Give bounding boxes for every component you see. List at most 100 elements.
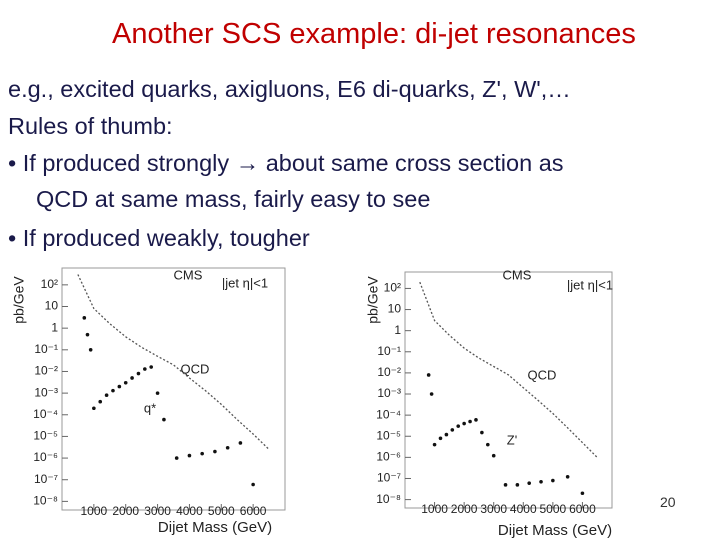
y-tick-label: 10⁻⁴ — [376, 407, 401, 421]
data-point — [104, 393, 109, 398]
y-tick-label: 10 — [45, 299, 59, 313]
data-point — [88, 348, 93, 352]
data-point — [486, 442, 490, 447]
data-point — [187, 453, 192, 458]
bullet: • If produced strongly → about same cros… — [8, 150, 564, 176]
data-point — [438, 436, 443, 441]
series-label: QCD — [181, 361, 210, 376]
data-point — [426, 373, 431, 377]
data-point — [474, 418, 478, 422]
y-tick-label: 10 — [388, 302, 402, 316]
y-tick-label: 1 — [394, 323, 401, 337]
data-point — [155, 391, 160, 395]
x-tick-label: 1000 — [421, 502, 448, 516]
y-tick-label: 10⁻⁷ — [377, 471, 401, 485]
data-point — [98, 399, 103, 404]
series-label: q* — [144, 400, 156, 415]
y-tick-label: 10⁻⁸ — [33, 494, 58, 508]
x-tick-label: 6000 — [240, 504, 267, 518]
data-point — [462, 421, 466, 426]
data-point — [551, 478, 555, 483]
data-point — [503, 483, 508, 487]
x-tick-label: 4000 — [176, 504, 203, 518]
data-point — [143, 367, 147, 371]
data-point — [136, 371, 141, 376]
data-point — [539, 479, 543, 484]
annotation: CMS — [503, 267, 532, 282]
annotation: |jet η|<1 — [567, 277, 613, 292]
curve — [419, 281, 598, 458]
data-point — [456, 424, 461, 428]
annotation: |jet η|<1 — [222, 275, 268, 290]
x-tick-label: 6000 — [569, 502, 596, 516]
x-tick-label: 3000 — [480, 502, 507, 516]
data-point — [225, 445, 230, 450]
y-tick-label: 10⁻³ — [34, 385, 58, 399]
data-point — [491, 453, 496, 458]
data-point — [85, 332, 90, 337]
x-tick-label: 4000 — [510, 502, 537, 516]
y-tick-label: 10⁻² — [34, 364, 58, 378]
data-point — [468, 419, 472, 424]
data-point — [444, 432, 449, 437]
y-tick-label: 10⁻² — [377, 365, 401, 379]
y-axis-label: pb/GeV — [11, 276, 27, 324]
x-tick-label: 3000 — [144, 504, 171, 518]
page-number: 20 — [660, 494, 676, 510]
data-point — [429, 392, 434, 396]
data-point — [238, 441, 243, 445]
body-line: QCD at same mass, fairly easy to see — [36, 186, 431, 212]
y-tick-label: 10⁻⁴ — [33, 407, 58, 421]
data-point — [515, 483, 520, 487]
y-tick-label: 10⁻⁵ — [33, 429, 58, 443]
data-point — [174, 456, 179, 460]
y-tick-label: 10⁻⁶ — [376, 450, 401, 464]
bullet: • If produced weakly, tougher — [8, 225, 310, 251]
y-tick-label: 10⁻⁸ — [376, 492, 401, 506]
data-point — [527, 481, 531, 485]
data-point — [111, 388, 115, 393]
x-axis-label: Dijet Mass (GeV) — [158, 519, 272, 536]
data-point — [123, 380, 128, 385]
data-point — [432, 442, 437, 447]
slide-title: Another SCS example: di-jet resonances — [112, 18, 636, 50]
y-tick-label: 10² — [41, 277, 58, 291]
x-axis-label: Dijet Mass (GeV) — [498, 522, 612, 539]
x-tick-label: 2000 — [112, 504, 139, 518]
data-point — [565, 475, 570, 479]
x-tick-label: 5000 — [540, 502, 567, 516]
data-point — [92, 406, 96, 411]
x-tick-label: 1000 — [81, 504, 108, 518]
data-point — [117, 384, 122, 389]
data-point — [251, 482, 255, 487]
body-line: e.g., excited quarks, axigluons, E6 di-q… — [8, 76, 571, 102]
annotation: CMS — [174, 267, 203, 282]
data-point — [130, 376, 134, 380]
data-point — [82, 316, 87, 320]
data-point — [580, 491, 585, 496]
x-tick-label: 2000 — [451, 502, 478, 516]
y-tick-label: 10² — [384, 281, 401, 295]
series-label: QCD — [528, 367, 557, 382]
plot-frame — [404, 271, 613, 509]
data-point — [149, 365, 153, 369]
y-tick-label: 10⁻³ — [377, 386, 401, 400]
series-label: Z' — [507, 432, 517, 447]
x-tick-label: 5000 — [208, 504, 235, 518]
data-point — [200, 451, 204, 456]
y-axis-label: pb/GeV — [365, 276, 381, 324]
y-tick-label: 10⁻¹ — [34, 342, 58, 356]
data-point — [213, 449, 217, 454]
y-tick-label: 10⁻⁶ — [33, 450, 58, 464]
data-point — [162, 417, 166, 422]
body-line: Rules of thumb: — [8, 113, 173, 139]
plot-frame — [61, 267, 286, 511]
y-tick-label: 1 — [51, 320, 58, 334]
y-tick-label: 10⁻¹ — [377, 344, 401, 358]
data-point — [450, 428, 455, 432]
y-tick-label: 10⁻⁷ — [34, 472, 58, 486]
y-tick-label: 10⁻⁵ — [376, 428, 401, 442]
data-point — [480, 430, 484, 435]
